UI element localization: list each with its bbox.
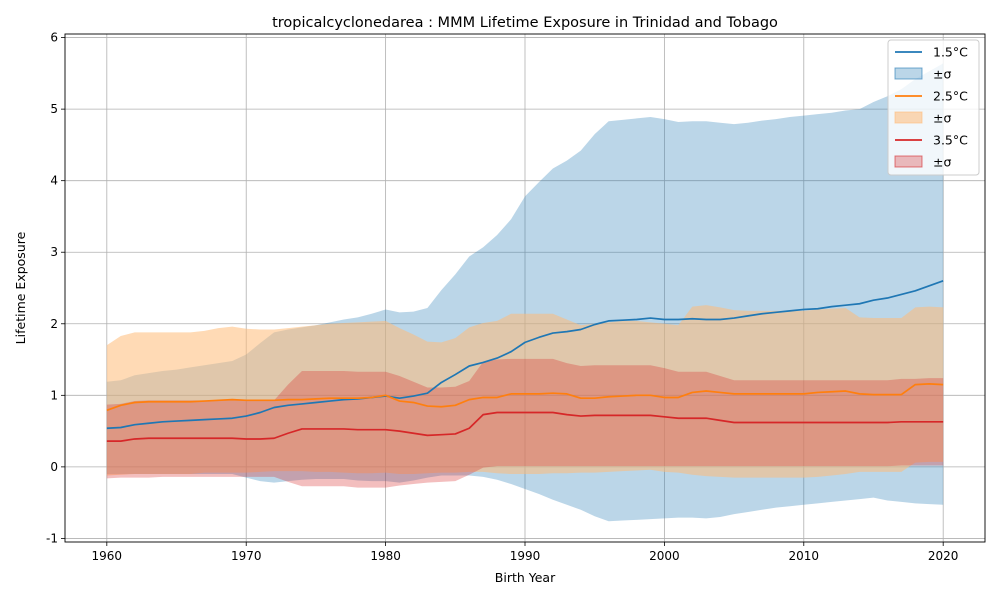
x-tick-label: 1970: [231, 549, 262, 563]
legend-label: ±σ: [933, 67, 951, 82]
series-line-25c: [106, 383, 944, 412]
legend-label: ±σ: [933, 111, 951, 126]
y-tick-label: 4: [50, 174, 58, 188]
legend-swatch-band: [894, 111, 923, 124]
legend-label: 1.5°C: [933, 45, 968, 60]
y-tick-label: 5: [50, 102, 58, 116]
y-tick-label: 3: [50, 245, 58, 259]
x-tick-label: 1960: [92, 549, 123, 563]
chart-title: tropicalcyclonedarea : MMM Lifetime Expo…: [272, 15, 778, 31]
y-tick-label: 0: [50, 460, 58, 474]
legend-swatch-band: [894, 67, 923, 80]
series-lines: [106, 280, 944, 442]
x-axis-label: Birth Year: [495, 570, 556, 585]
y-tick-label: 1: [50, 388, 58, 402]
x-tick-label: 1990: [510, 549, 541, 563]
legend: 1.5°C ±σ 2.5°C ±σ 3.5°C ±σ: [887, 39, 980, 176]
band-25c: [106, 305, 944, 478]
legend-label: 2.5°C: [933, 89, 968, 104]
x-tick-label: 2000: [649, 549, 680, 563]
legend-label: ±σ: [933, 155, 951, 170]
series-line-35c: [106, 411, 944, 442]
band-35c: [106, 358, 944, 488]
y-tick-label: -1: [46, 531, 58, 545]
legend-swatch-band: [894, 155, 923, 168]
x-tick-label: 2020: [928, 549, 959, 563]
x-tick-label: 2010: [789, 549, 820, 563]
x-axis-ticks: 1960 1970 1980 1990 2000 2010 2020: [92, 542, 959, 563]
y-tick-label: 2: [50, 317, 58, 331]
legend-frame: [887, 39, 980, 176]
y-axis-label: Lifetime Exposure: [13, 231, 28, 344]
y-tick-label: 6: [50, 31, 58, 45]
series-line-15c: [106, 280, 944, 430]
uncertainty-bands: [106, 63, 944, 522]
legend-label: 3.5°C: [933, 133, 968, 148]
y-axis-ticks: -1 0 1 2 3 4 5 6: [46, 31, 65, 545]
x-tick-label: 1980: [370, 549, 401, 563]
